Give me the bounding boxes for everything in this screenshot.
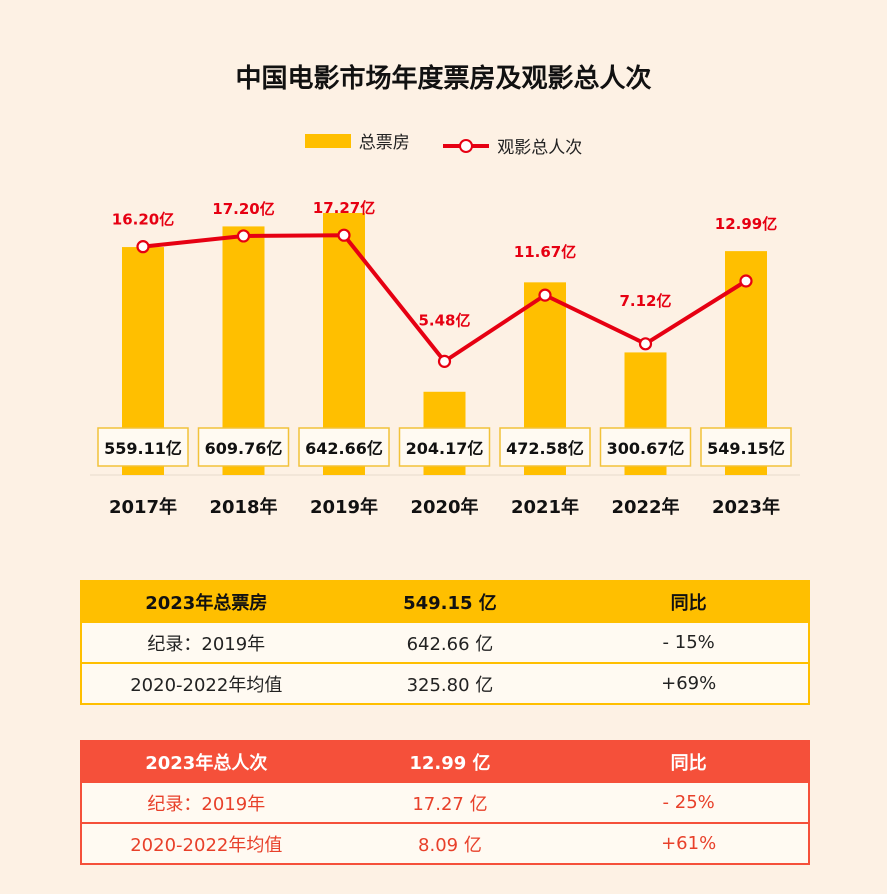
bar-label-box <box>499 427 591 467</box>
bar-value-label: 642.66亿 <box>305 439 383 458</box>
bar-value-label: 204.17亿 <box>406 439 484 458</box>
x-tick-label: 2019年 <box>310 496 378 518</box>
table-row: 2020-2022年均值 325.80 亿 +69% <box>81 662 809 704</box>
table-cell: 8.09 亿 <box>330 822 570 864</box>
line-point <box>638 337 653 351</box>
bar-label-box <box>298 427 390 467</box>
line-value-label: 12.99亿 <box>715 215 777 233</box>
line-value-label: 17.20亿 <box>212 200 274 218</box>
legend-swatch-bar <box>304 133 351 148</box>
table-header-cell: 2023年总人次 <box>81 741 331 782</box>
chart-legend: 总票房 观影总人次 <box>0 128 887 158</box>
table-cell: +61% <box>569 822 809 864</box>
table-header-cell: 549.15 亿 <box>330 581 570 622</box>
table-header-cell: 同比 <box>569 581 809 622</box>
box-office-summary-table: 2023年总票房 549.15 亿 同比 纪录：2019年 642.66 亿 -… <box>80 580 810 705</box>
line-value-label: 7.12亿 <box>619 292 671 310</box>
x-tick-label: 2017年 <box>109 496 177 518</box>
bar-label-box <box>398 427 491 467</box>
table-cell: - 15% <box>569 621 809 663</box>
table-header-cell: 12.99 亿 <box>330 741 570 782</box>
bar-value-label: 472.58亿 <box>506 439 584 458</box>
table-cell: 纪录：2019年 <box>81 781 331 823</box>
line-point <box>236 229 251 243</box>
legend-item-box-office: 总票房 <box>304 128 410 153</box>
table-header-row: 2023年总人次 12.99 亿 同比 <box>81 741 809 782</box>
line-value-label: 16.20亿 <box>112 211 174 229</box>
x-tick-label: 2020年 <box>410 496 478 518</box>
bar-label-box <box>700 427 792 467</box>
line-point <box>739 274 753 288</box>
bar-value-label: 300.67亿 <box>607 439 685 458</box>
chart-title: 中国电影市场年度票房及观影总人次 <box>235 64 652 94</box>
table-row: 纪录：2019年 17.27 亿 - 25% <box>81 781 809 823</box>
legend-label-admissions: 观影总人次 <box>497 138 583 158</box>
line-point <box>337 228 351 242</box>
line-point <box>136 240 150 254</box>
bar-label-box <box>197 427 290 467</box>
table-header-cell: 2023年总票房 <box>81 581 331 622</box>
table-header-cell: 同比 <box>569 741 809 782</box>
bar-label-box <box>599 427 692 467</box>
legend-item-admissions: 观影总人次 <box>443 133 582 158</box>
legend-label-box-office: 总票房 <box>358 133 410 153</box>
x-tick-label: 2022年 <box>611 496 679 518</box>
bar-value-label: 559.11亿 <box>104 439 182 458</box>
line-point <box>538 288 552 302</box>
bar-value-label: 549.15亿 <box>707 439 785 458</box>
bar-label-box <box>97 427 189 467</box>
table-cell: 642.66 亿 <box>330 621 570 663</box>
table-cell: 2020-2022年均值 <box>81 822 331 864</box>
line-value-label: 11.67亿 <box>514 243 576 261</box>
x-tick-label: 2023年 <box>712 496 780 518</box>
line-value-label: 5.48亿 <box>418 311 470 329</box>
table-cell: +69% <box>569 662 809 704</box>
table-row: 2020-2022年均值 8.09 亿 +61% <box>81 822 809 864</box>
combo-chart: 559.11亿 609.76亿 642.66亿 204.17亿 472.58亿 300.6… <box>90 199 800 518</box>
table-cell: 17.27 亿 <box>330 781 570 823</box>
admissions-summary-table: 2023年总人次 12.99 亿 同比 纪录：2019年 17.27 亿 - 2… <box>80 740 810 865</box>
table-cell: 纪录：2019年 <box>81 621 331 663</box>
bar-value-label: 609.76亿 <box>205 439 283 458</box>
table-cell: 2020-2022年均值 <box>81 662 331 704</box>
x-tick-label: 2018年 <box>209 496 277 518</box>
legend-swatch-line <box>443 138 490 153</box>
table-row: 纪录：2019年 642.66 亿 - 15% <box>81 621 809 663</box>
table-cell: - 25% <box>569 781 809 823</box>
x-tick-label: 2021年 <box>511 496 579 518</box>
table-header-row: 2023年总票房 549.15 亿 同比 <box>81 581 809 622</box>
line-point <box>437 354 452 368</box>
line-value-label: 17.27亿 <box>313 199 375 217</box>
table-cell: 325.80 亿 <box>330 662 570 704</box>
